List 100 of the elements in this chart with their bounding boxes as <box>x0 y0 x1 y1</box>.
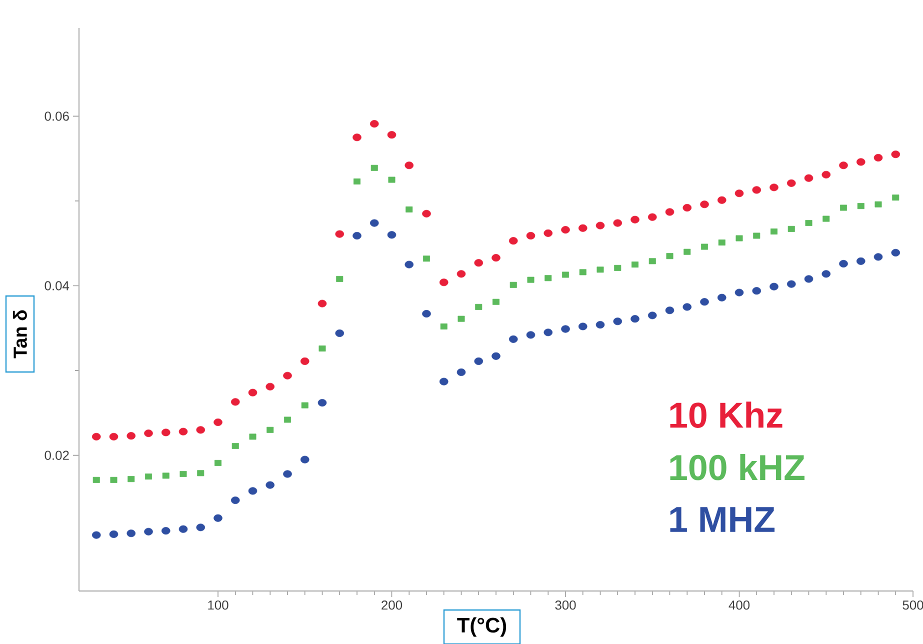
point <box>283 470 292 478</box>
point <box>456 270 466 278</box>
point <box>630 315 640 323</box>
point <box>596 222 605 230</box>
point <box>404 162 414 170</box>
point <box>230 496 240 504</box>
point <box>492 352 500 360</box>
point <box>857 203 864 210</box>
point <box>804 174 814 182</box>
point <box>839 162 848 170</box>
point <box>266 382 275 390</box>
point <box>562 272 570 278</box>
x-tick-label: 100 <box>208 600 228 610</box>
point <box>196 426 206 434</box>
x-tick-label: 400 <box>728 600 750 610</box>
point <box>92 432 101 440</box>
point <box>180 470 187 477</box>
point <box>648 258 656 264</box>
point <box>701 244 708 250</box>
point <box>144 430 153 438</box>
point <box>786 280 796 288</box>
point <box>874 154 883 162</box>
point <box>648 312 657 320</box>
point <box>404 260 414 268</box>
point <box>510 282 517 288</box>
point <box>544 229 553 237</box>
point <box>284 416 291 423</box>
point <box>579 269 586 276</box>
point <box>527 276 534 283</box>
point <box>318 300 327 308</box>
point <box>162 472 170 479</box>
point <box>684 248 691 255</box>
point <box>717 294 726 302</box>
text: 100 kHZ <box>670 454 804 480</box>
point <box>632 262 639 268</box>
point <box>92 476 100 483</box>
point <box>666 253 674 260</box>
point <box>230 398 240 406</box>
point <box>214 418 222 426</box>
point <box>630 216 640 224</box>
point <box>700 200 709 208</box>
x-axis-title: T(°C) <box>457 617 506 637</box>
point <box>856 158 866 166</box>
point <box>840 204 848 211</box>
point <box>752 287 762 295</box>
point <box>856 257 866 265</box>
point <box>458 316 465 322</box>
y-tick-label: 0.04 <box>44 281 70 290</box>
point <box>388 176 396 183</box>
point <box>214 514 222 522</box>
point <box>109 530 118 538</box>
point <box>423 256 430 262</box>
point <box>352 134 362 142</box>
point <box>578 224 588 232</box>
point <box>770 228 778 234</box>
point <box>318 345 326 352</box>
point <box>508 237 518 245</box>
point <box>161 527 170 535</box>
point <box>439 278 448 286</box>
point <box>266 481 275 489</box>
point <box>145 474 152 480</box>
point <box>753 232 760 239</box>
point <box>354 178 360 184</box>
point <box>822 270 831 278</box>
point <box>126 530 136 538</box>
point <box>301 402 308 408</box>
point <box>370 219 379 227</box>
point <box>283 372 292 380</box>
point <box>335 230 344 238</box>
point <box>352 232 362 240</box>
point <box>718 240 726 246</box>
point <box>266 426 274 433</box>
point <box>770 184 778 192</box>
point <box>822 216 830 222</box>
y-axis-title: Tan δ <box>13 310 27 358</box>
point <box>614 264 622 271</box>
point <box>126 432 136 440</box>
x-tick-label: 200 <box>382 600 402 610</box>
point <box>561 325 570 333</box>
point <box>336 276 344 282</box>
point <box>700 298 709 306</box>
point <box>839 260 848 268</box>
point <box>822 170 831 178</box>
point <box>665 208 674 216</box>
point <box>406 206 413 212</box>
point <box>232 443 239 450</box>
point <box>492 254 500 262</box>
point <box>335 329 344 338</box>
point <box>734 288 744 296</box>
point <box>370 164 378 171</box>
point <box>682 204 692 212</box>
x-tick-label: 300 <box>555 600 576 610</box>
point <box>596 320 605 329</box>
point <box>788 226 795 232</box>
point <box>892 194 900 201</box>
point <box>874 201 882 208</box>
point <box>439 378 448 386</box>
point <box>648 213 657 221</box>
point <box>440 323 448 330</box>
point <box>613 318 622 326</box>
